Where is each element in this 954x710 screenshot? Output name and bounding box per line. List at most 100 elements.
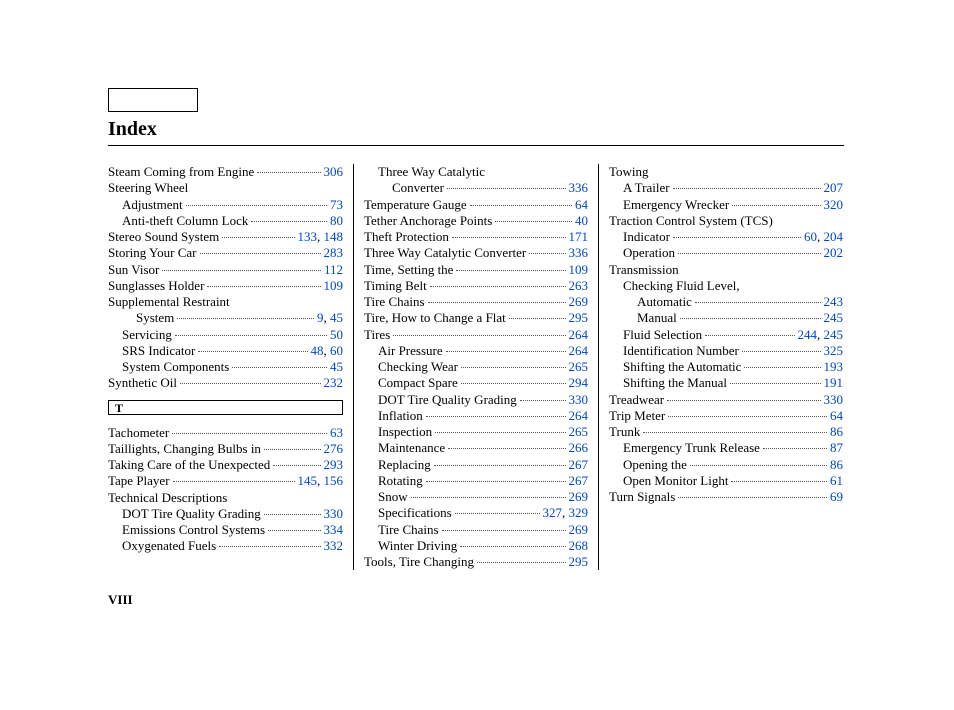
leader-dots [667,400,820,401]
page-link[interactable]: 330 [824,392,844,407]
page-link[interactable]: 295 [569,310,589,325]
leader-dots [180,383,321,384]
leader-dots [461,383,566,384]
page-link[interactable]: 330 [324,506,344,521]
page-link[interactable]: 63 [330,425,343,440]
index-entry-label: Sunglasses Holder [108,278,204,294]
page-link[interactable]: 330 [569,392,589,407]
page-link[interactable]: 266 [569,440,589,455]
index-entry-pages: 245 [824,310,844,326]
page-link[interactable]: 45 [330,310,343,325]
page-link[interactable]: 245 [824,327,844,342]
page-link[interactable]: 171 [569,229,589,244]
page-link[interactable]: 294 [569,375,589,390]
page-link[interactable]: 64 [830,408,843,423]
index-entry: Sunglasses Holder 109 [108,278,343,294]
page-link[interactable]: 268 [569,538,589,553]
index-entry-pages: 191 [824,375,844,391]
index-entry: DOT Tire Quality Grading330 [108,506,343,522]
page-link[interactable]: 276 [324,441,344,456]
index-entry-label: Tachometer [108,425,169,441]
index-entry-pages: 320 [824,197,844,213]
page-link[interactable]: 193 [824,359,844,374]
page-link[interactable]: 325 [824,343,844,358]
page-link[interactable]: 60 [330,343,343,358]
page-link[interactable]: 263 [569,278,589,293]
page-link[interactable]: 145 [298,473,318,488]
page-link[interactable]: 80 [330,213,343,228]
page-link[interactable]: 40 [575,213,588,228]
index-entry: Specifications327, 329 [364,505,588,521]
page-link[interactable]: 112 [324,262,343,277]
page-link[interactable]: 264 [569,327,589,342]
index-entry-pages: 48, 60 [311,343,344,359]
page-link[interactable]: 232 [324,375,344,390]
leader-dots [264,514,321,515]
page-link[interactable]: 327 [543,505,563,520]
page-link[interactable]: 320 [824,197,844,212]
page-link[interactable]: 269 [569,522,589,537]
page-link[interactable]: 293 [324,457,344,472]
page-link[interactable]: 64 [575,197,588,212]
page-link[interactable]: 265 [569,359,589,374]
page-link[interactable]: 69 [830,489,843,504]
index-entry: Emergency Wrecker320 [609,197,843,213]
page-link[interactable]: 50 [330,327,343,342]
page-link[interactable]: 86 [830,424,843,439]
index-entry: Opening the86 [609,457,843,473]
index-entry-label: Tire Chains [364,294,425,310]
page-link[interactable]: 45 [330,359,343,374]
index-entry: Technical Descriptions [108,490,343,506]
page-link[interactable]: 267 [569,473,589,488]
page-link[interactable]: 109 [324,278,344,293]
page-link[interactable]: 334 [324,522,344,537]
page-link[interactable]: 148 [324,229,344,244]
page-link[interactable]: 61 [830,473,843,488]
page-link[interactable]: 73 [330,197,343,212]
page-link[interactable]: 264 [569,408,589,423]
leader-dots [529,253,565,254]
page-link[interactable]: 48 [311,343,324,358]
page-link[interactable]: 202 [824,245,844,260]
leader-dots [447,188,566,189]
page-link[interactable]: 264 [569,343,589,358]
index-entry: Timing Belt263 [364,278,588,294]
page-link[interactable]: 191 [824,375,844,390]
page-link[interactable]: 133 [298,229,318,244]
page-link[interactable]: 295 [569,554,589,569]
leader-dots [477,562,566,563]
page-link[interactable]: 306 [324,164,344,179]
page-link[interactable]: 86 [830,457,843,472]
index-entry-pages: 60, 204 [804,229,843,245]
leader-dots [461,367,566,368]
index-entry-label: Theft Protection [364,229,449,245]
page-link[interactable]: 329 [569,505,589,520]
leader-dots [495,221,572,222]
page-link[interactable]: 267 [569,457,589,472]
leader-dots [680,318,821,319]
leader-dots [175,335,327,336]
leader-dots [264,449,321,450]
page-link[interactable]: 269 [569,294,589,309]
page-link[interactable]: 332 [324,538,344,553]
page-link[interactable]: 336 [569,180,589,195]
leader-dots [452,237,566,238]
page-link[interactable]: 265 [569,424,589,439]
index-entry-label: Traction Control System (TCS) [609,213,773,229]
page-link[interactable]: 207 [824,180,844,195]
index-entry-label: SRS Indicator [122,343,195,359]
index-entry-pages: 80 [330,213,343,229]
page-link[interactable]: 87 [830,440,843,455]
page-link[interactable]: 243 [824,294,844,309]
page-link[interactable]: 60 [804,229,817,244]
page-link[interactable]: 336 [569,245,589,260]
index-entry-pages: 266 [569,440,589,456]
page-link[interactable]: 244 [798,327,818,342]
page-link[interactable]: 156 [324,473,344,488]
page-link[interactable]: 109 [569,262,589,277]
page-link[interactable]: 283 [324,245,344,260]
index-entry-pages: 193 [824,359,844,375]
page-link[interactable]: 245 [824,310,844,325]
page-link[interactable]: 204 [824,229,844,244]
page-link[interactable]: 269 [569,489,589,504]
